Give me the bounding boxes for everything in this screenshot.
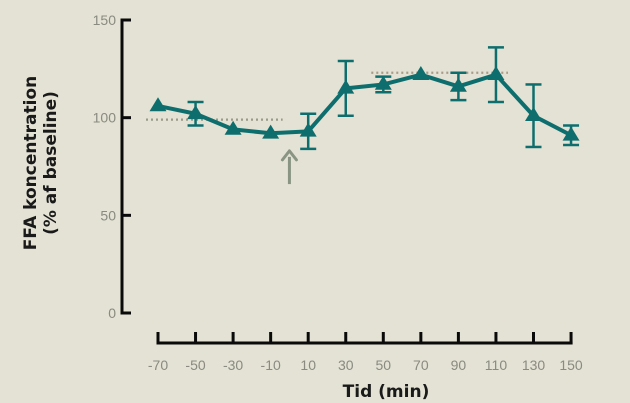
x-tick-label: 110 (485, 357, 508, 373)
y-axis-title-line2: (% af baseline) (41, 91, 61, 235)
x-tick-label: -70 (148, 357, 168, 373)
data-point (374, 75, 392, 90)
x-tick-label: 70 (413, 357, 429, 373)
x-tick-label: 150 (559, 357, 583, 373)
x-axis: -70 -50 -30 -10 10 30 50 70 90 110 130 150 (148, 332, 583, 373)
x-tick-label: 90 (451, 357, 467, 373)
data-point (449, 77, 467, 92)
data-point (187, 105, 205, 120)
data-point (149, 97, 167, 112)
x-tick-label: 10 (300, 357, 316, 373)
y-tick-label: 150 (93, 12, 117, 28)
x-tick-label: 30 (338, 357, 354, 373)
series (149, 46, 580, 151)
data-point (412, 66, 430, 81)
y-axis-title-line1: FFA koncentration (21, 76, 41, 250)
data-point (337, 79, 355, 94)
data-point (262, 124, 280, 139)
y-tick-label: 0 (108, 305, 116, 321)
data-point (224, 120, 242, 135)
x-tick-label: -50 (185, 357, 205, 373)
y-tick-label: 100 (93, 110, 117, 126)
data-point (562, 126, 580, 141)
y-axis: 0 50 100 150 (93, 12, 131, 321)
x-tick-label: 50 (376, 357, 392, 373)
x-axis-title: Tid (min) (343, 382, 430, 402)
arrow-head (280, 149, 298, 162)
x-tick-label: 130 (522, 357, 546, 373)
y-tick-label: 50 (100, 207, 116, 223)
x-tick-label: -10 (261, 357, 281, 373)
data-point (299, 122, 317, 137)
data-point (487, 66, 505, 81)
x-tick-label: -30 (223, 357, 243, 373)
data-point (525, 107, 542, 122)
series-line (157, 72, 572, 138)
annotation (280, 149, 298, 185)
